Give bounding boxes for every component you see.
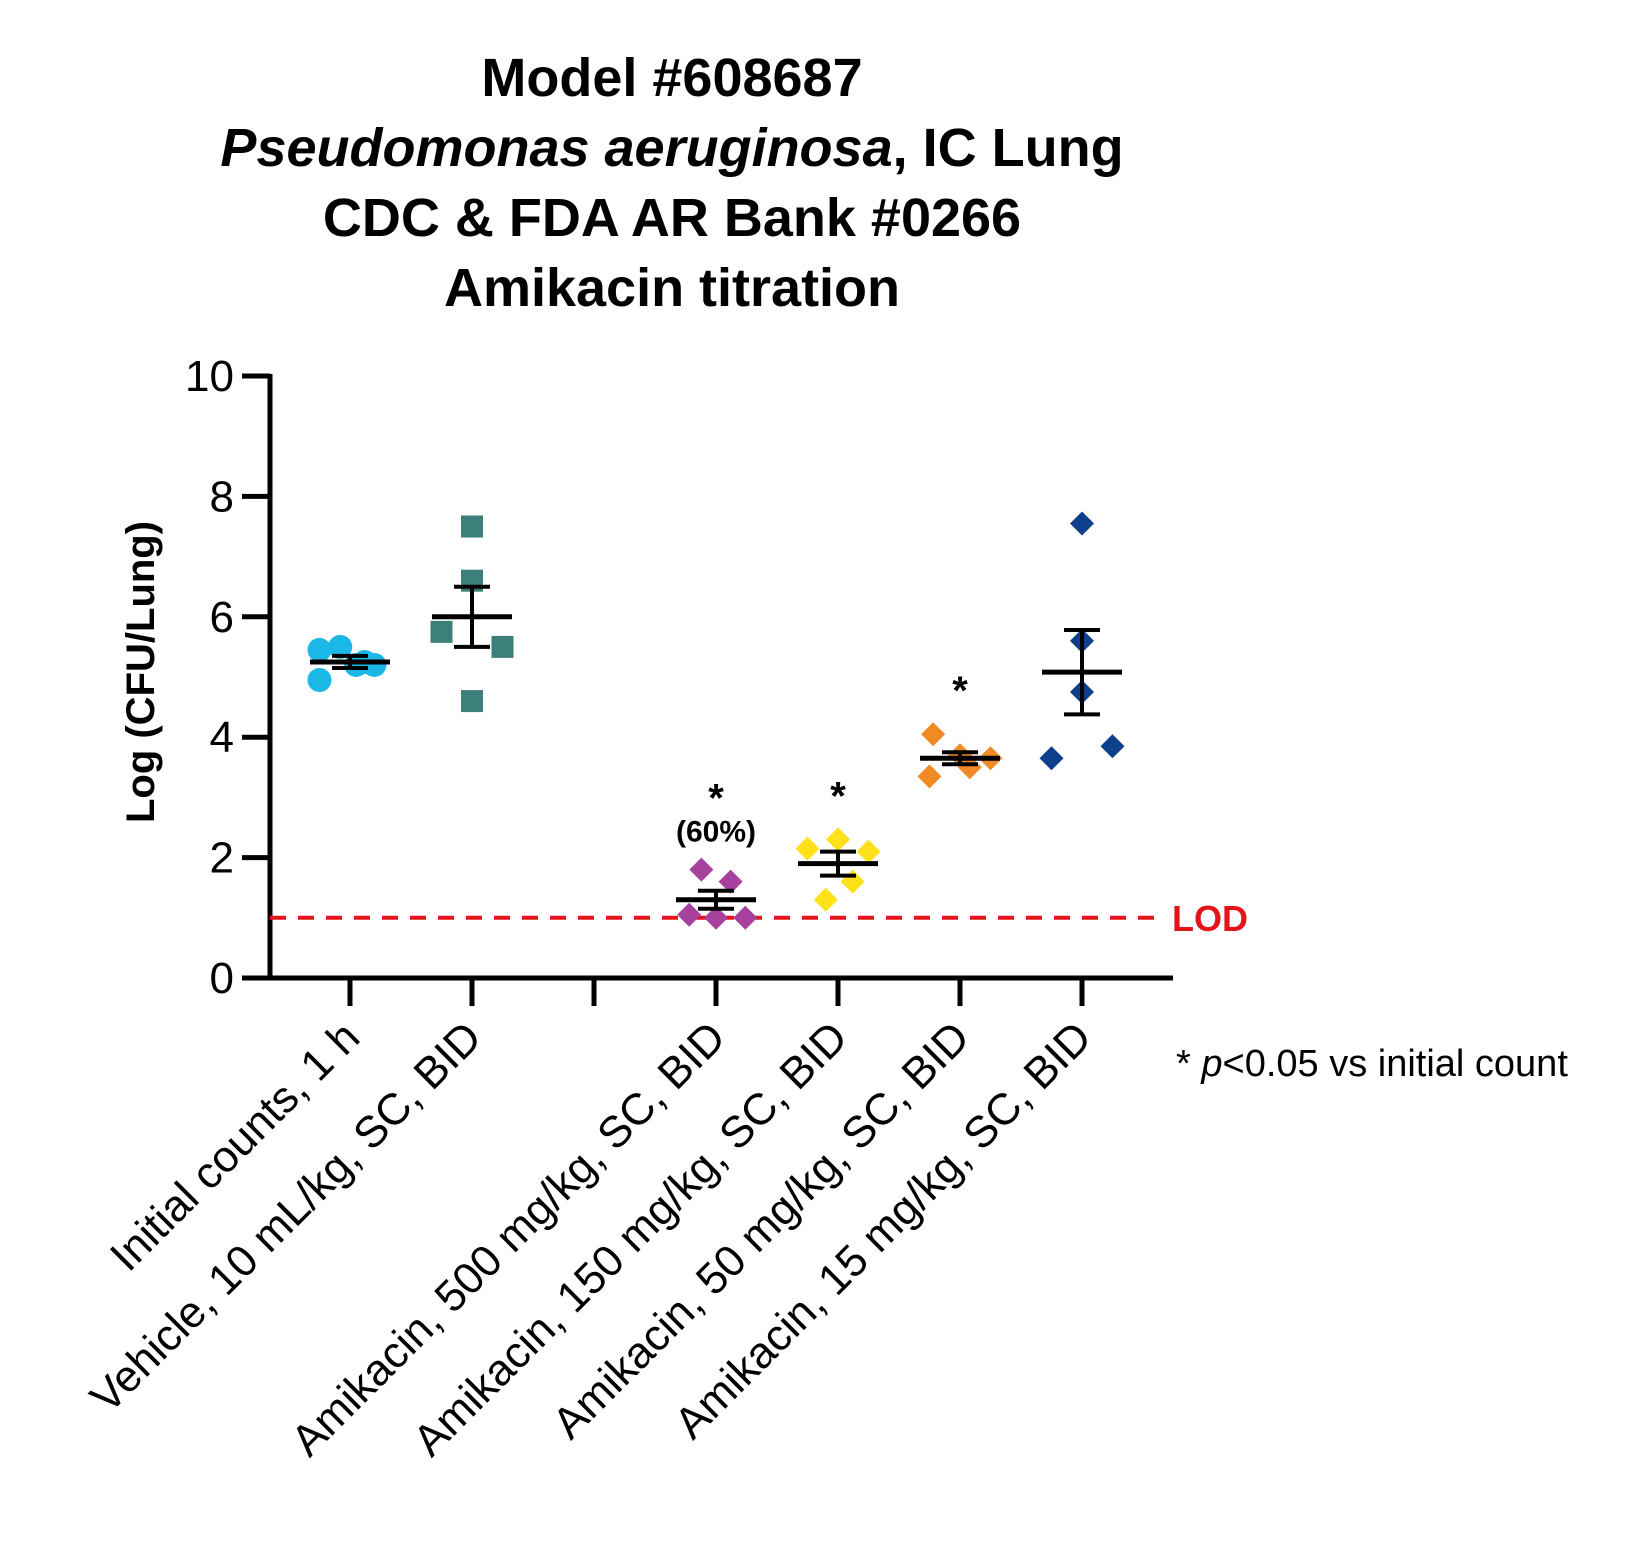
significance-note: (60%) [676,816,756,849]
footnote: * p<0.05 vs initial count [1176,1043,1568,1085]
data-point [795,836,820,861]
data-point [856,839,881,864]
y-tick-label: 4 [210,713,234,762]
data-point [689,857,714,882]
error-bars [310,584,1122,911]
data-point [430,620,453,643]
footnote-p: p [1200,1043,1222,1085]
data-point [704,905,728,930]
title-line-3: CDC & FDA AR Bank #0266 [323,188,1021,248]
title-line-4: Amikacin titration [444,258,900,318]
data-point [461,690,483,713]
data-point [328,634,353,659]
footnote-rest: <0.05 vs initial count [1223,1043,1569,1085]
y-tick-label: 2 [210,834,234,883]
data-point [718,869,743,894]
significance-annotations: (60%)* ** [676,669,968,848]
category-label: Amikacin, 150 mg/kg, SC, BID [404,1012,857,1465]
data-point [921,722,946,747]
data-point [307,668,332,693]
axes: 0 2 4 6 8 10 [185,352,1173,1006]
significance-star: * [708,777,724,821]
data-point [733,905,758,930]
title-line-2: Pseudomonas aeruginosa, IC Lung [220,118,1123,178]
y-tick-label: 0 [210,954,234,1003]
data-point [461,515,483,538]
data-point [917,764,942,789]
data-point [1100,734,1125,759]
chart-title: Model #608687 Pseudomonas aeruginosa, IC… [220,48,1123,318]
data-point [957,755,982,780]
significance-star: * [952,669,968,713]
data-point [362,652,387,677]
data-points [307,511,1125,930]
data-point [1070,511,1094,536]
title-site: , IC Lung [893,118,1124,178]
data-point [1039,746,1064,771]
y-tick-label: 6 [210,593,234,642]
lod-label: LOD [1172,898,1248,939]
y-axis-label: Log (CFU/Lung) [119,521,163,823]
title-line-1: Model #608687 [481,48,862,108]
category-label: Amikacin, 500 mg/kg, SC, BID [282,1012,735,1465]
y-tick-label: 10 [185,352,234,401]
data-point [813,887,838,912]
lod-line: LOD [270,898,1248,939]
data-point [307,637,332,662]
footnote-prefix: * [1176,1043,1201,1085]
data-point [840,869,865,894]
title-species: Pseudomonas aeruginosa [220,118,892,178]
data-point [491,635,514,658]
significance-star: * [830,775,846,819]
data-point [826,827,850,852]
y-tick-label: 8 [210,472,234,521]
data-point [677,902,702,927]
